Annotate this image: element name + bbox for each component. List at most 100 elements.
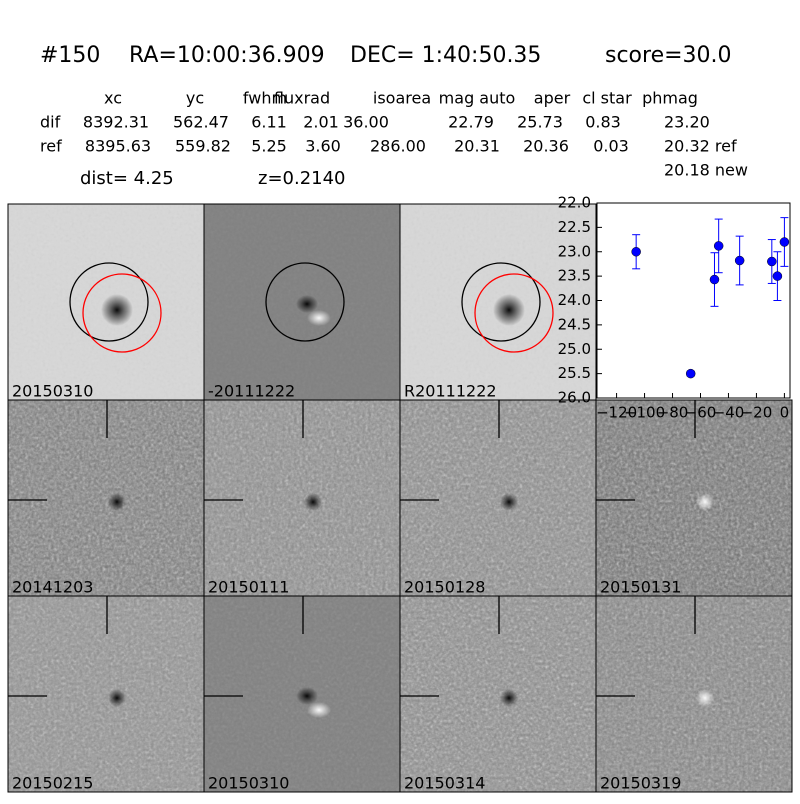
table-cell: 2.01: [303, 113, 339, 132]
dec: DEC= 1:40:50.35: [350, 43, 541, 68]
y-tick-label: 24.0: [558, 291, 591, 309]
y-tick-label: 23.0: [558, 242, 591, 260]
image-panel: -20111222: [203, 203, 401, 401]
dist: dist= 4.25: [80, 168, 174, 189]
table-cell: 562.47: [173, 113, 229, 132]
source: [696, 493, 714, 511]
table-cell: 3.60: [305, 137, 341, 156]
plot-area: [596, 202, 791, 399]
column-header: phmag: [642, 89, 698, 108]
object-id: #150: [40, 43, 100, 68]
panel-noise: [400, 596, 596, 792]
image-panel: 20150131: [595, 399, 793, 597]
aperture-ref: [82, 273, 162, 353]
column-header: isoarea: [373, 89, 431, 108]
panel-noise: [204, 400, 400, 596]
panel-label: 20150319: [600, 774, 681, 793]
x-tick-label: −80: [657, 404, 689, 422]
point: [631, 247, 641, 257]
aperture: [69, 262, 149, 342]
source: [101, 294, 133, 326]
aperture: [265, 262, 345, 342]
panel-label: 20150131: [600, 578, 681, 597]
table-cell: 6.11: [251, 113, 287, 132]
source: [493, 294, 525, 326]
x-tick-label: −120: [596, 404, 637, 422]
score: score=30.0: [605, 43, 732, 68]
column-header: cl star: [582, 89, 632, 108]
table-cell: 20.32 ref: [664, 137, 737, 156]
source: [696, 689, 714, 707]
panel-noise: [400, 400, 596, 596]
source: [500, 689, 518, 707]
table-cell: 20.31: [454, 137, 500, 156]
panel-noise: [8, 596, 204, 792]
panel-noise: [8, 400, 204, 596]
panel-border: [595, 595, 793, 793]
source: [500, 493, 518, 511]
table-cell: 23.20: [664, 113, 710, 132]
table-cell: 20.18 new: [664, 161, 748, 180]
panel-label: 20141203: [12, 578, 93, 597]
panel-label: 20150310: [208, 774, 289, 793]
image-panel: 20150310: [203, 595, 401, 793]
panel-label: 20150314: [404, 774, 485, 793]
table-cell: 36.00: [343, 113, 389, 132]
point: [713, 241, 724, 251]
table-cell: ref: [40, 137, 62, 156]
panel-label: 20150128: [404, 578, 485, 597]
column-header: fluxrad: [274, 89, 330, 108]
point: [767, 256, 777, 267]
x-tick-label: 0: [780, 404, 790, 422]
panel-label: -20111222: [208, 382, 295, 401]
y-tick-label: 26.0: [558, 389, 591, 407]
image-panel: R20111222: [399, 203, 597, 401]
y-tick-label: 22.5: [558, 218, 591, 236]
table-cell: 8395.63: [85, 137, 151, 156]
panel-noise: [596, 596, 792, 792]
source: [108, 689, 126, 707]
panel-label: 20150310: [12, 382, 93, 401]
source: [108, 493, 126, 511]
table-cell: 22.79: [448, 113, 494, 132]
residual: [307, 702, 331, 718]
point: [685, 368, 696, 379]
table-cell: 286.00: [370, 137, 426, 156]
panel-label: R20111222: [404, 382, 497, 401]
table-cell: 20.36: [523, 137, 569, 156]
x-tick-label: −20: [741, 404, 773, 422]
table-cell: 559.82: [175, 137, 231, 156]
source: [304, 493, 322, 511]
point: [772, 271, 783, 281]
source: [296, 687, 318, 705]
image-panel: 20141203: [7, 399, 205, 597]
image-panel: 20150111: [203, 399, 401, 597]
y-tick-label: 24.5: [558, 315, 591, 333]
point: [779, 237, 790, 247]
aperture: [461, 262, 541, 342]
point: [709, 274, 720, 285]
residual: [307, 310, 331, 326]
table-cell: 8392.31: [83, 113, 149, 132]
table-cell: 0.03: [593, 137, 629, 156]
x-tick-label: −100: [624, 404, 665, 422]
column-header: fwhm: [243, 89, 287, 108]
image-panel: 20150310: [7, 203, 205, 401]
image-panel: 20150314: [399, 595, 597, 793]
y-tick-label: 23.5: [558, 267, 591, 285]
point: [734, 255, 745, 266]
ra: RA=10:00:36.909: [129, 43, 325, 68]
image-panel: 20150319: [595, 595, 793, 793]
y-tick-label: 25.0: [558, 340, 591, 358]
aperture-ref: [474, 273, 554, 353]
image-panel: 20150215: [7, 595, 205, 793]
y-tick-label: 22.0: [558, 194, 591, 212]
column-header: yc: [186, 89, 204, 108]
table-cell: dif: [40, 113, 61, 132]
panel-label: 20150111: [208, 578, 289, 597]
table-cell: 25.73: [517, 113, 563, 132]
x-tick-label: −40: [713, 404, 745, 422]
table-cell: 5.25: [251, 137, 287, 156]
source: [296, 295, 318, 313]
